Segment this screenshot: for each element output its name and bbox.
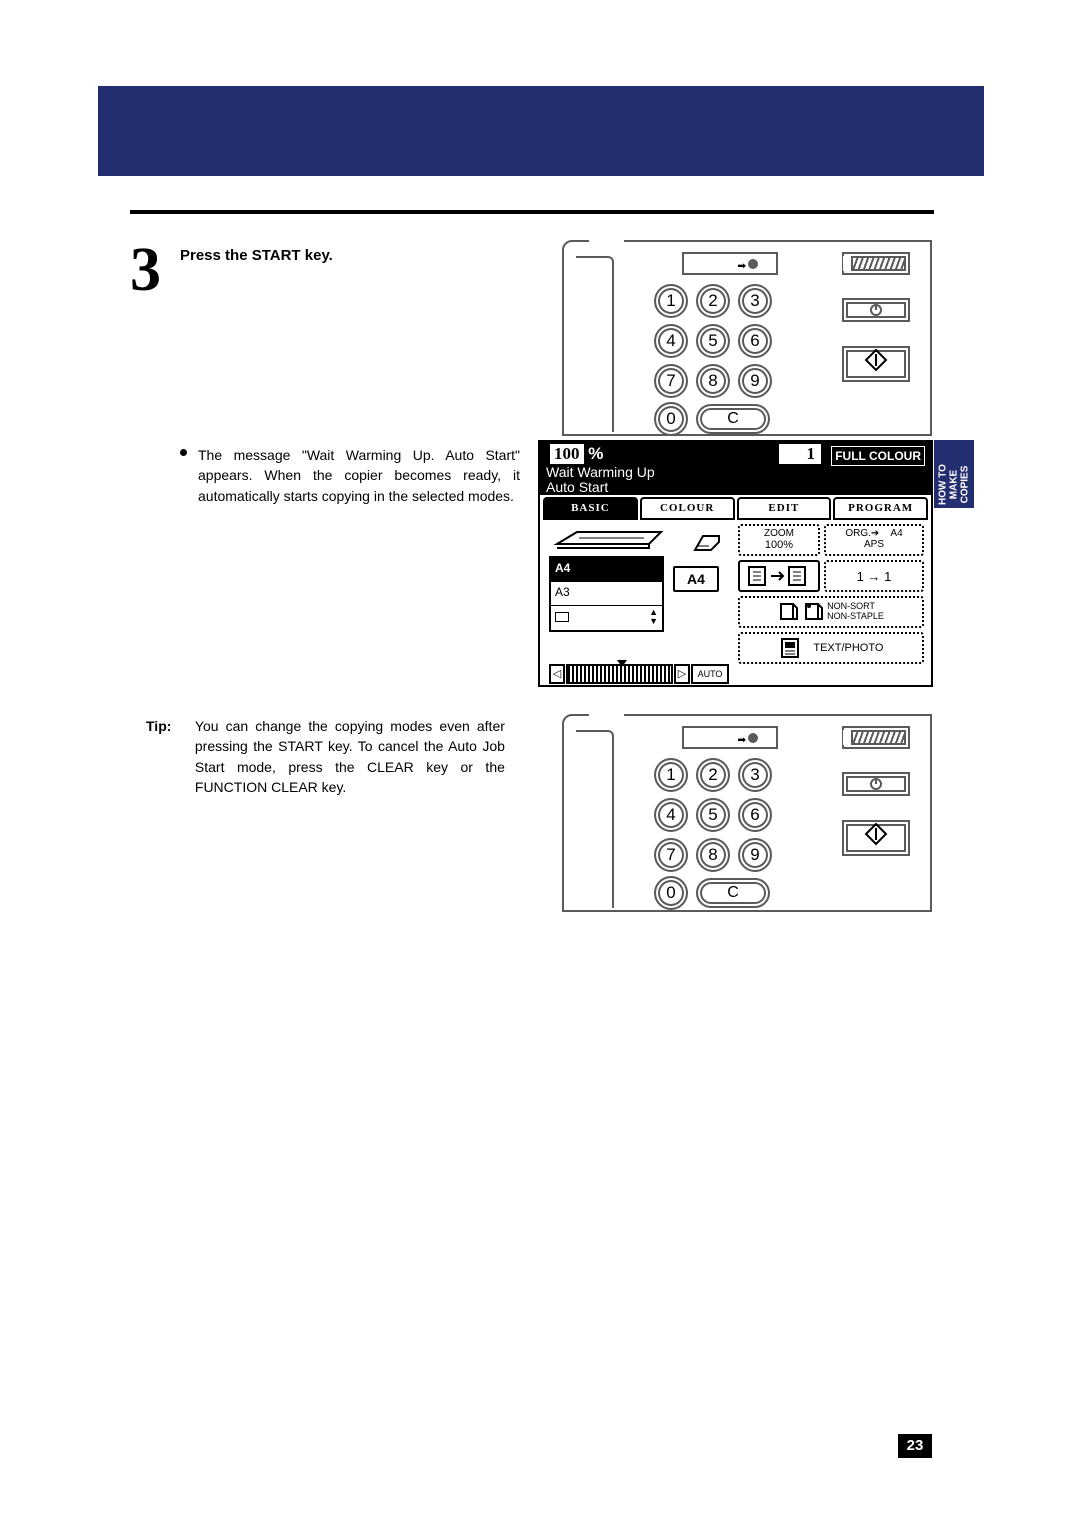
duplex-cell[interactable] [738, 560, 820, 592]
numkey-3[interactable]: 3 [738, 284, 772, 318]
start-diamond-button[interactable] [842, 346, 910, 382]
lcd-indicator: ➟ [682, 252, 778, 275]
info-bullet: The message "Wait Warming Up. Auto Start… [180, 445, 520, 506]
textphoto-cell[interactable]: TEXT/PHOTO [738, 632, 924, 664]
step-instruction: Press the START key. [180, 247, 333, 264]
sort-cell[interactable]: NON-SORTNON-STAPLE [738, 596, 924, 628]
numkey-9[interactable]: 9 [738, 364, 772, 398]
tray-a4[interactable]: A4 [551, 558, 662, 582]
paper-tray-list: A4 A3 ▲▼ [549, 556, 664, 632]
tray-a3[interactable]: A3 [551, 582, 662, 606]
density-left[interactable]: ◁ [549, 664, 565, 684]
status-line-2: Auto Start [546, 479, 608, 495]
density-auto[interactable]: AUTO [691, 664, 729, 684]
page-number: 23 [898, 1434, 932, 1458]
numkey-3[interactable]: 3 [738, 758, 772, 792]
numkey-5[interactable]: 5 [696, 798, 730, 832]
numkey-9[interactable]: 9 [738, 838, 772, 872]
zoom-percent: 100 % [550, 444, 603, 464]
copier-lcd: 100 % 1 FULL COLOUR Wait Warming Up Auto… [538, 440, 933, 687]
tab-basic[interactable]: BASIC [543, 497, 638, 520]
side-tab-how-to: HOW TO MAKE COPIES [934, 440, 974, 508]
numkey-6[interactable]: 6 [738, 324, 772, 358]
keypad-panel-top: ➟ 1 2 3 4 5 6 7 8 9 0 C [562, 240, 932, 436]
tip-text: You can change the copying modes even af… [195, 716, 505, 797]
status-line-1: Wait Warming Up [546, 464, 655, 480]
numkey-2[interactable]: 2 [696, 758, 730, 792]
bullet-dot [180, 449, 187, 456]
lcd-indicator: ➟ [682, 726, 778, 749]
header-bar [98, 86, 984, 176]
numkey-1[interactable]: 1 [654, 284, 688, 318]
copy-count: 1 [779, 444, 821, 464]
numkey-4[interactable]: 4 [654, 798, 688, 832]
keypad-panel-bottom: ➟ 1 2 3 4 5 6 7 8 9 0 C [562, 714, 932, 912]
selected-paper-badge: A4 [673, 566, 719, 592]
start-diamond-button[interactable] [842, 820, 910, 856]
numkey-5[interactable]: 5 [696, 324, 730, 358]
numkey-4[interactable]: 4 [654, 324, 688, 358]
numkey-7[interactable]: 7 [654, 364, 688, 398]
tab-edit[interactable]: EDIT [737, 497, 832, 520]
side-tab-label: HOW TO MAKE COPIES [938, 451, 971, 519]
tab-colour[interactable]: COLOUR [640, 497, 735, 520]
numkey-8[interactable]: 8 [696, 364, 730, 398]
lcd-tab-row: BASIC COLOUR EDIT PROGRAM [540, 495, 931, 520]
tip-block: Tip: You can change the copying modes ev… [146, 716, 516, 797]
document-feeder-icon [549, 524, 689, 554]
numkey-2[interactable]: 2 [696, 284, 730, 318]
full-colour-badge: FULL COLOUR [831, 446, 925, 466]
timer-button[interactable] [842, 772, 910, 796]
step-number: 3 [130, 235, 161, 306]
tab-program[interactable]: PROGRAM [833, 497, 928, 520]
bullet-text: The message "Wait Warming Up. Auto Start… [198, 445, 520, 506]
density-right[interactable]: ▷ [674, 664, 690, 684]
numkey-0[interactable]: 0 [654, 876, 688, 910]
clear-key[interactable]: C [696, 878, 770, 908]
numkey-6[interactable]: 6 [738, 798, 772, 832]
one-to-one-cell[interactable]: 1 → 1 [824, 560, 924, 592]
lcd-left-panel: A4 A3 ▲▼ A4 ◁ ▷ AUTO [543, 524, 728, 632]
stripes-button[interactable] [842, 252, 910, 275]
numkey-7[interactable]: 7 [654, 838, 688, 872]
clear-key[interactable]: C [696, 404, 770, 434]
density-control[interactable]: ◁ ▷ AUTO [549, 664, 729, 686]
section-divider [130, 210, 934, 214]
numkey-0[interactable]: 0 [654, 402, 688, 436]
tip-label: Tip: [146, 716, 191, 736]
bypass-tray-icon [693, 532, 723, 559]
lcd-topbar: 100 % 1 FULL COLOUR Wait Warming Up Auto… [540, 442, 931, 495]
stripes-button[interactable] [842, 726, 910, 749]
density-scale [566, 664, 673, 684]
numkey-8[interactable]: 8 [696, 838, 730, 872]
original-cell[interactable]: ORG.➔ A4 APS [824, 524, 924, 556]
numkey-1[interactable]: 1 [654, 758, 688, 792]
timer-button[interactable] [842, 298, 910, 322]
tray-extra[interactable]: ▲▼ [551, 606, 662, 630]
zoom-cell[interactable]: ZOOM 100% [738, 524, 820, 556]
